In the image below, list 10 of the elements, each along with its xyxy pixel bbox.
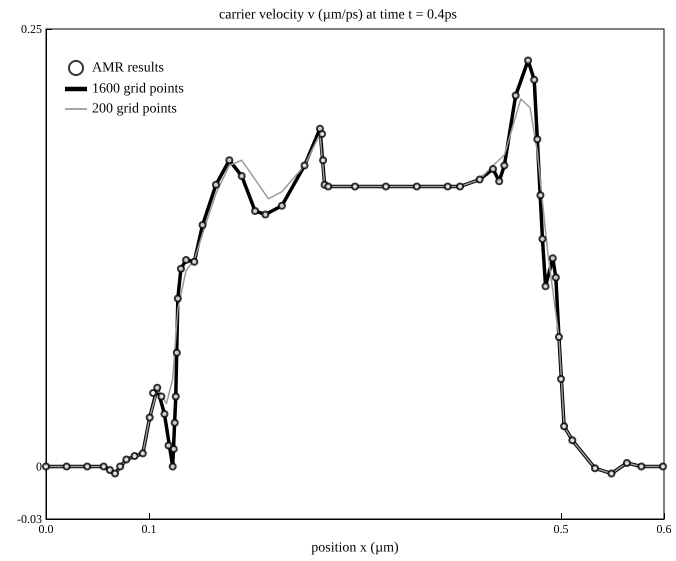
legend-label: AMR results bbox=[92, 60, 164, 76]
legend-label: 1600 grid points bbox=[92, 82, 184, 96]
x-tick-label: 0.5 bbox=[554, 522, 568, 536]
x-axis-title: position x (µm) bbox=[311, 540, 400, 556]
x-tick-label: 0.6 bbox=[656, 522, 672, 536]
y-tick-label: 0 bbox=[36, 460, 42, 474]
legend-label: 200 grid points bbox=[92, 102, 177, 116]
x-tick-label: 0.1 bbox=[142, 522, 156, 536]
chart-title: carrier velocity v (µm/ps) at time t = 0.4ps bbox=[219, 8, 457, 22]
y-tick-label: 0.25 bbox=[21, 22, 42, 36]
